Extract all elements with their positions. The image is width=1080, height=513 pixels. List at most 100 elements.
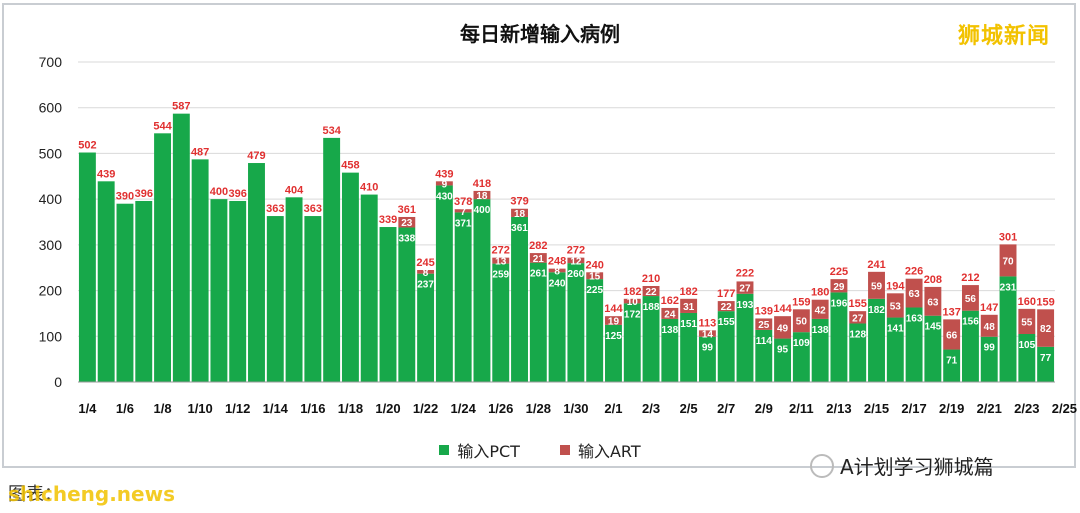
total-label: 139 xyxy=(755,305,773,317)
x-axis: 1/4 1/6 1/8 1/10 1/12 1/14 1/16 1/18 1/20 1/22 1/2… xyxy=(78,381,1077,416)
total-label: 182 xyxy=(679,286,697,298)
watermark: A计划学习狮城篇 xyxy=(810,451,994,480)
total-label: 458 xyxy=(341,160,359,172)
total-label: 379 xyxy=(510,196,528,208)
art-label: 53 xyxy=(890,301,902,312)
bar-pct xyxy=(961,310,979,382)
bar-art xyxy=(417,270,435,274)
art-label: 14 xyxy=(702,330,714,341)
bar-art xyxy=(454,209,472,213)
pct-label: 145 xyxy=(925,322,942,333)
total-label: 363 xyxy=(266,203,284,215)
total-label: 301 xyxy=(999,231,1017,243)
x-tick-label: 2/15 xyxy=(864,401,889,416)
bar-art xyxy=(473,190,491,200)
total-label: 587 xyxy=(172,101,190,113)
pct-label: 151 xyxy=(680,319,697,330)
bar-pct xyxy=(943,349,961,382)
total-label: 240 xyxy=(586,259,604,271)
total-label: 544 xyxy=(153,120,172,132)
bar-art xyxy=(792,309,810,333)
bar-pct xyxy=(736,293,754,382)
bar-art xyxy=(548,268,566,273)
art-label: 8 xyxy=(554,266,560,277)
x-tick-label: 1/24 xyxy=(451,401,477,416)
bar-art xyxy=(680,298,698,313)
bar-art xyxy=(905,278,923,308)
total-label: 248 xyxy=(548,256,566,268)
x-tick-label: 2/9 xyxy=(755,401,773,416)
total-label: 160 xyxy=(1018,296,1036,308)
pct-label: 400 xyxy=(474,205,491,216)
chart-title: 每日新增输入病例 xyxy=(460,22,620,46)
art-label: 13 xyxy=(495,257,507,268)
bar-pct xyxy=(492,263,510,382)
art-label: 21 xyxy=(533,254,545,265)
total-label: 212 xyxy=(961,272,979,284)
bar-art xyxy=(435,181,453,186)
bar-art xyxy=(736,281,754,294)
pct-label: 196 xyxy=(831,298,848,309)
bar-pct xyxy=(849,323,867,382)
bar-pct xyxy=(360,194,378,382)
bar-pct xyxy=(774,338,792,382)
bar-art xyxy=(999,244,1017,277)
bar-pct xyxy=(116,203,134,382)
bar-pct xyxy=(323,137,341,382)
total-label: 147 xyxy=(980,302,998,314)
art-label: 9 xyxy=(442,179,448,190)
total-label: 404 xyxy=(285,184,304,196)
x-tick-label: 1/8 xyxy=(154,401,172,416)
brand-logo: 狮城新闻 xyxy=(958,24,1051,49)
art-label: 63 xyxy=(927,297,939,308)
bar-art xyxy=(511,208,528,217)
bar-pct xyxy=(548,272,566,382)
total-label: 182 xyxy=(623,286,641,298)
total-label: 225 xyxy=(830,266,848,278)
bar-art xyxy=(830,279,848,293)
total-label: 226 xyxy=(905,266,923,278)
total-label: 208 xyxy=(924,274,942,286)
total-label: 194 xyxy=(886,280,905,292)
total-label: 113 xyxy=(699,317,717,329)
art-label: 18 xyxy=(476,191,488,202)
bar-pct xyxy=(191,159,209,382)
bar-art xyxy=(811,299,829,319)
x-tick-label: 1/26 xyxy=(488,401,513,416)
pct-label: 172 xyxy=(624,309,641,320)
bar-pct xyxy=(1037,346,1055,382)
bar-art xyxy=(586,272,604,280)
bar-art xyxy=(980,314,998,337)
x-tick-label: 2/11 xyxy=(789,401,814,416)
art-label: 82 xyxy=(1040,324,1052,335)
wechat-icon xyxy=(810,453,834,478)
pct-label: 77 xyxy=(1040,353,1052,364)
bar-pct xyxy=(755,329,773,382)
pct-label: 95 xyxy=(777,345,789,356)
bar-pct xyxy=(924,315,942,382)
bar-pct xyxy=(454,212,472,382)
total-label: 177 xyxy=(717,288,735,300)
bar-pct xyxy=(999,276,1017,382)
legend-label-art: 输入ART xyxy=(577,442,641,461)
bar-pct xyxy=(680,312,698,382)
bar-pct xyxy=(661,318,679,382)
total-label: 410 xyxy=(360,182,378,194)
art-label: 55 xyxy=(1021,317,1033,328)
total-label: 282 xyxy=(529,240,547,252)
bar-art xyxy=(398,216,416,228)
art-label: 22 xyxy=(721,302,733,313)
bar-art xyxy=(623,298,641,304)
bar-pct xyxy=(417,273,435,382)
total-label: 339 xyxy=(379,214,397,226)
bar-pct xyxy=(529,262,547,382)
pct-label: 371 xyxy=(455,218,472,229)
total-label: 418 xyxy=(473,178,491,190)
y-tick-label: 700 xyxy=(39,54,63,70)
art-label: 48 xyxy=(984,322,996,333)
bar-art xyxy=(698,330,716,337)
bar-pct xyxy=(210,199,228,382)
bar-art xyxy=(717,301,735,312)
art-label: 7 xyxy=(460,207,466,218)
